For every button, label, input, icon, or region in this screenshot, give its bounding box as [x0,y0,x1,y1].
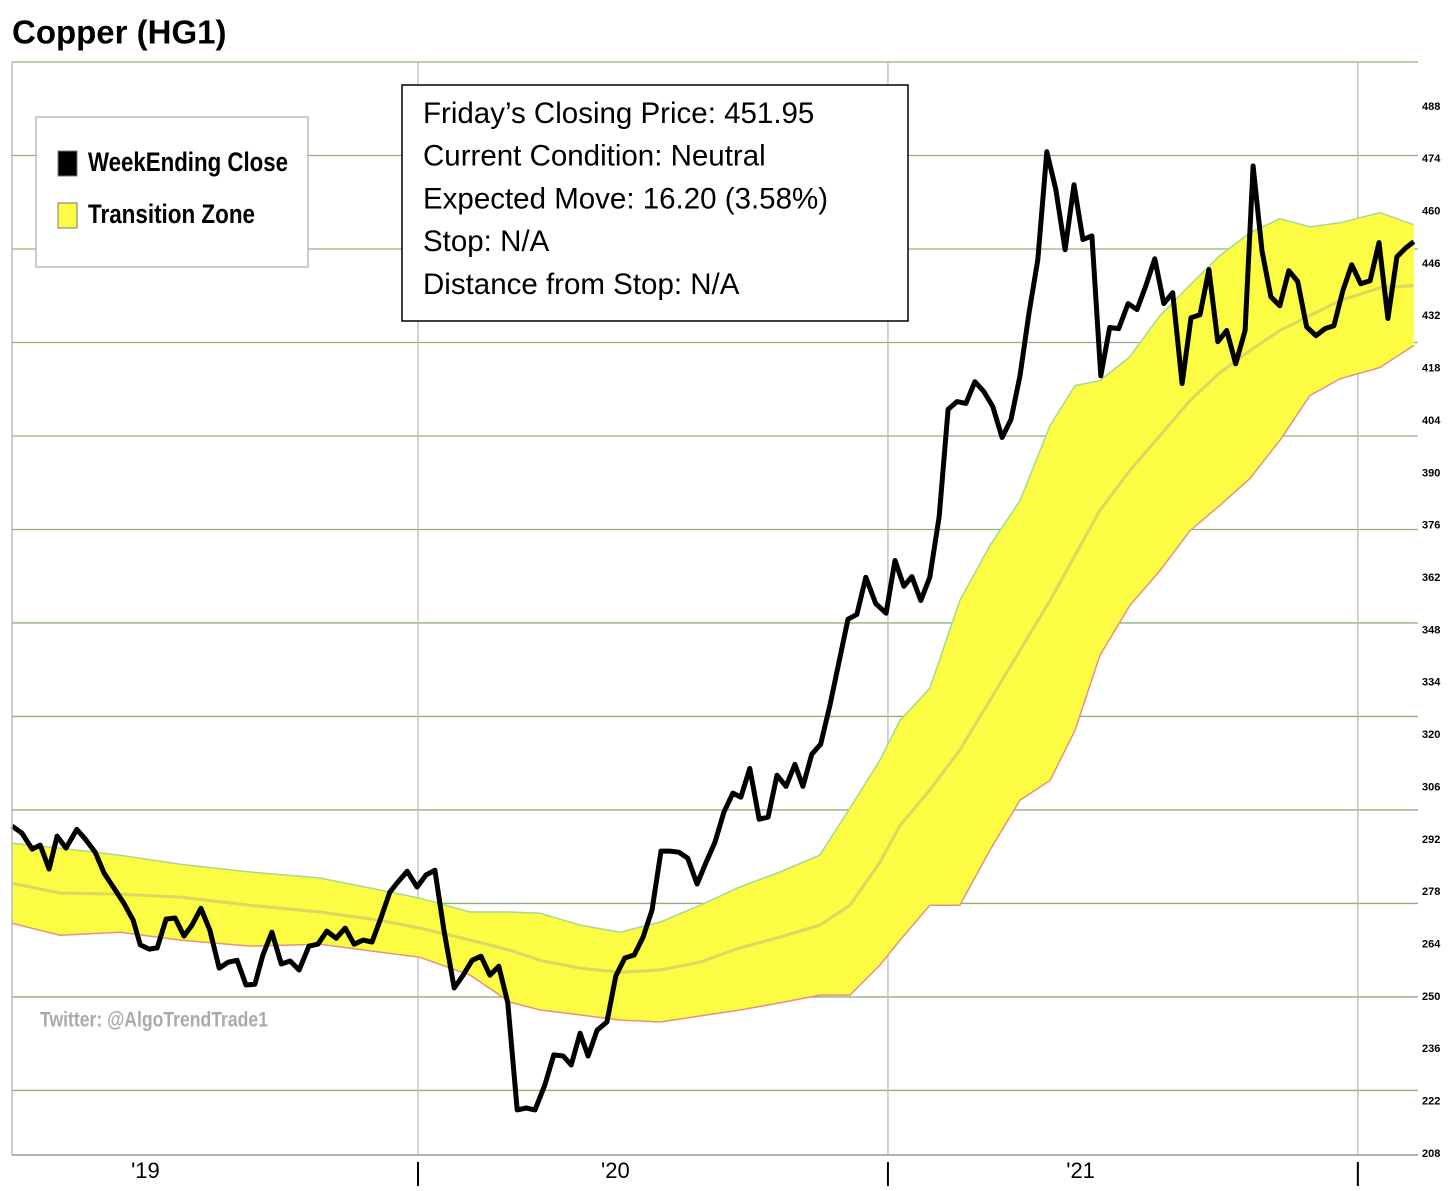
plot [10,149,1416,1113]
info-line: Current Condition: Neutral [423,140,766,173]
legend-label: Transition Zone [88,199,255,229]
y-tick-label: 348 [1422,624,1440,636]
zone-middle [11,284,1414,974]
zone-lower [11,344,1415,1023]
info-line: Expected Move: 16.20 (3.58%) [423,182,828,215]
y-tick-label: 264 [1422,938,1441,950]
y-tick-label: 376 [1422,520,1440,532]
legend: WeekEnding Close Transition Zone [35,116,309,268]
watermark: Twitter: @AlgoTrendTrade1 [40,1009,268,1032]
x-tick-label: '20 [601,1158,630,1183]
info-line: Friday’s Closing Price: 451.95 [423,97,814,130]
legend-swatch [57,202,78,229]
legend-label: WeekEnding Close [88,147,288,177]
info-line: Stop: N/A [423,225,550,258]
y-tick-label: 460 [1422,205,1440,217]
y-tick-label: 404 [1422,415,1441,427]
y-tick-label: 418 [1422,363,1440,375]
legend-swatch [57,150,78,177]
y-tick-label: 208 [1422,1148,1440,1160]
x-tick-label: '21 [1066,1158,1095,1183]
y-tick-label: 278 [1422,886,1440,898]
transition-zone [12,212,1414,1022]
close-line [10,149,1416,1113]
y-tick-label: 390 [1422,467,1440,479]
info-frame [401,84,909,322]
info-line: Distance from Stop: N/A [423,268,740,301]
y-tick-label: 474 [1422,153,1441,165]
y-tick-label: 432 [1422,310,1440,322]
y-tick-label: 306 [1422,781,1440,793]
y-tick-label: 334 [1422,677,1441,689]
zone-upper [11,211,1415,933]
chart-title: Copper (HG1) [12,14,227,51]
y-tick-label: 320 [1422,729,1440,741]
axes: 208 222 236 250 264 278 292 306 320 334 348 362 376 3… [11,62,1441,1186]
y-tick-label: 292 [1422,834,1440,846]
y-tick-label: 222 [1422,1096,1440,1108]
y-tick-label: 362 [1422,572,1440,584]
x-tick-label: '19 [131,1158,160,1183]
info-box: Friday’s Closing Price: 451.95 Current Co… [401,84,909,322]
y-tick-label: 488 [1422,101,1440,113]
y-tick-label: 446 [1422,258,1440,270]
y-tick-label: 236 [1422,1043,1440,1055]
y-tick-label: 250 [1422,991,1440,1003]
legend-box [35,116,309,268]
